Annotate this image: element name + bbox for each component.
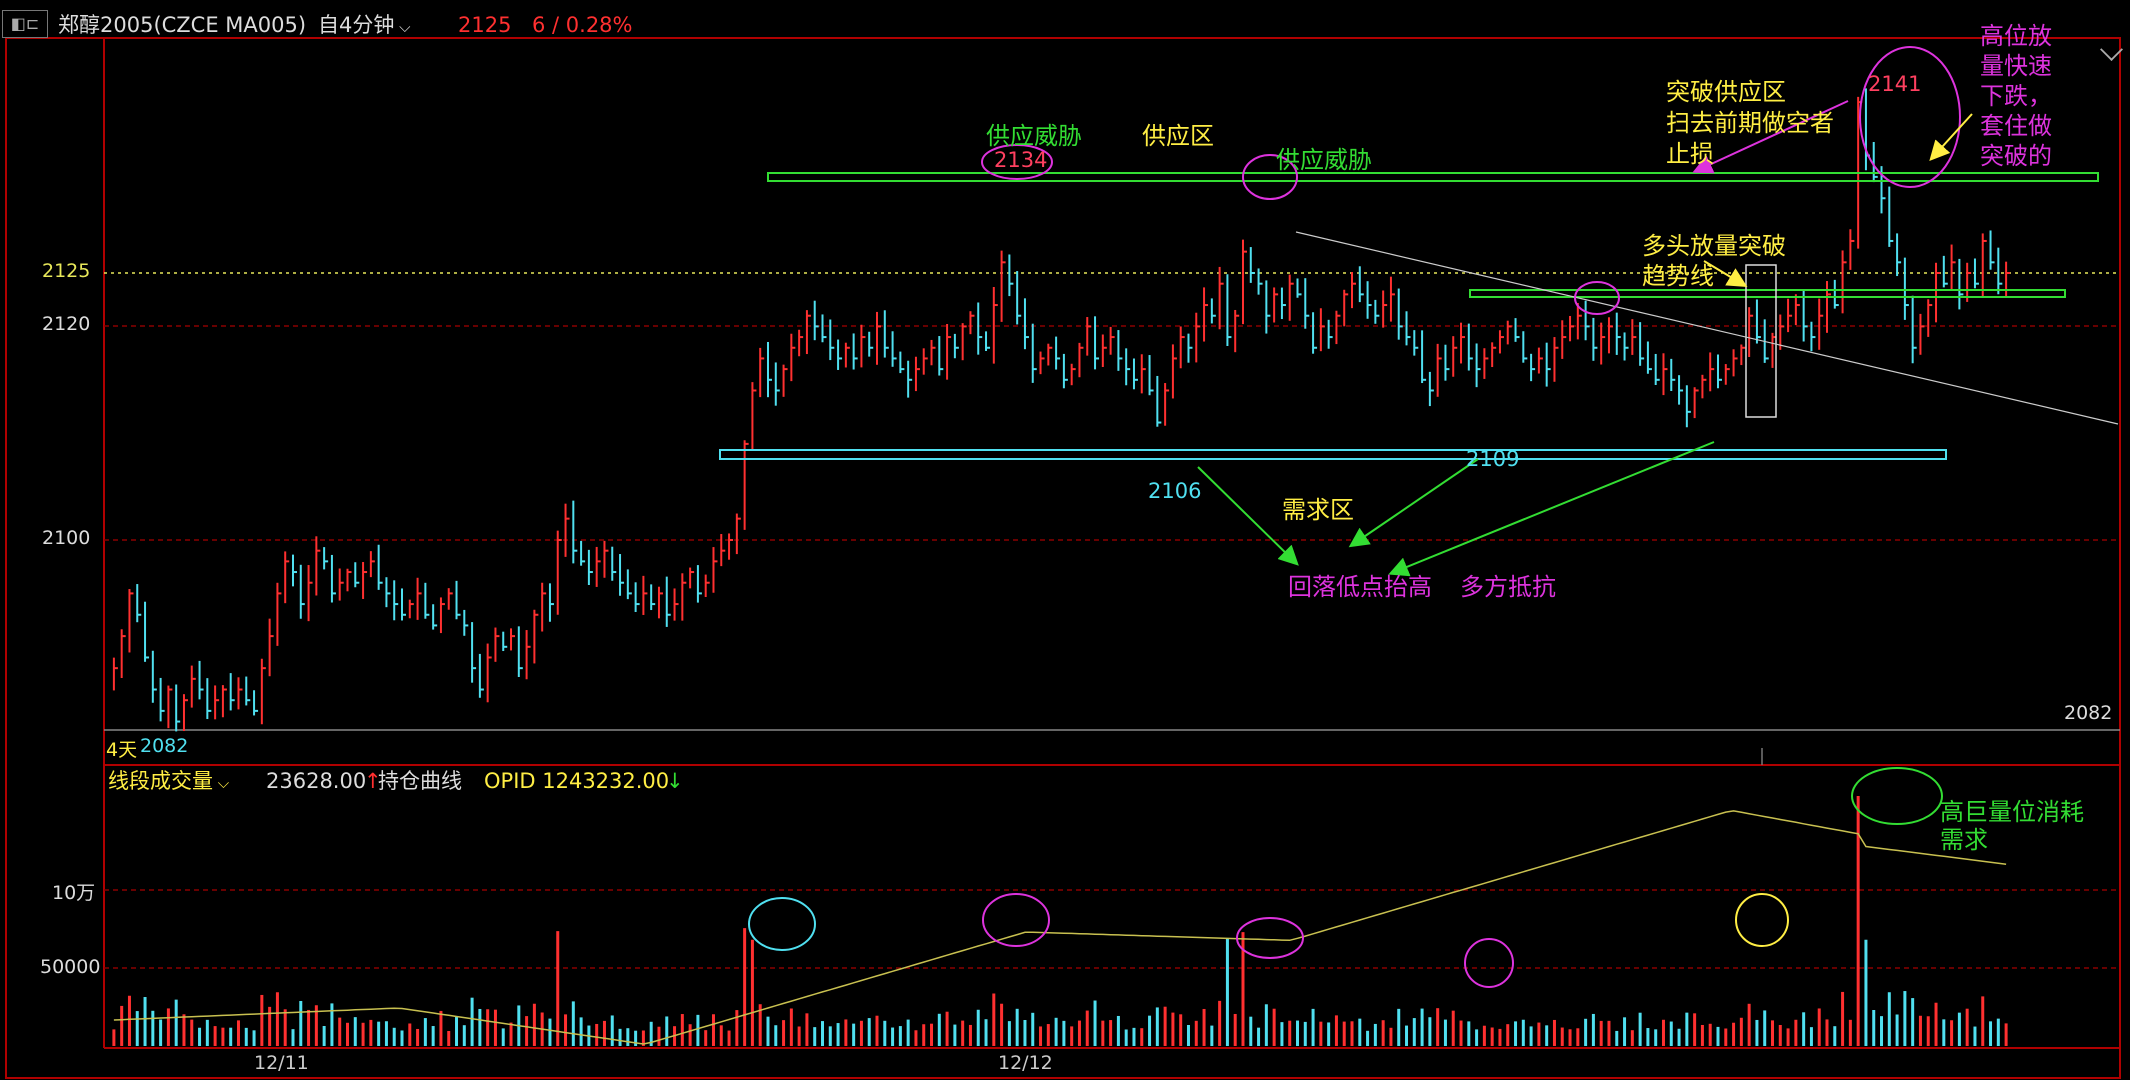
arrow-high-drop xyxy=(1929,113,1973,161)
days-label: 4天 xyxy=(106,739,138,761)
annot-demand-zone: 需求区 xyxy=(1282,496,1354,524)
open-interest-line xyxy=(113,810,2007,1045)
volume-up-arrow-icon: ↑ xyxy=(364,769,382,793)
high-2141-label: 2141 xyxy=(1868,72,1922,96)
annot-supply-zone: 供应区 xyxy=(1142,122,1214,150)
annot-high-4: 套住做 xyxy=(1980,112,2052,140)
annot-pullback: 回落低点抬高 xyxy=(1288,573,1432,601)
symbol-title: 郑醇2005(CZCE MA005) xyxy=(58,13,307,37)
circle-vol-5 xyxy=(1735,893,1789,947)
arrow-to-demand xyxy=(1348,458,1479,548)
circle-2141 xyxy=(1859,46,1961,188)
annot-high-2: 量快速 xyxy=(1980,52,2052,80)
annot-supply-threat-2: 供应威胁 xyxy=(1276,146,1372,174)
min-price-left: 2082 xyxy=(140,735,189,757)
arrow-trendline-break xyxy=(1703,260,1748,288)
volume-value: 23628.00 xyxy=(266,769,367,793)
annot-high-1: 高位放 xyxy=(1980,22,2052,50)
high-2134-label: 2134 xyxy=(994,148,1048,172)
annot-breakout-supply-1: 突破供应区 xyxy=(1666,78,1786,106)
breakout-candle-box xyxy=(1745,264,1777,418)
price-change: 6 / 0.28% xyxy=(532,13,633,37)
annot-bull-break-2: 趋势线 xyxy=(1642,262,1714,290)
supply-zone-box xyxy=(767,172,2099,182)
y-tick-2125: 2125 xyxy=(42,260,91,282)
open-interest-label: 持仓曲线 xyxy=(378,769,462,793)
x-tick-1212: 12/12 xyxy=(998,1052,1053,1074)
vol-tick-10w: 10万 xyxy=(52,882,96,904)
circle-supply-threat xyxy=(1242,154,1298,200)
annot-supply-threat-1: 供应威胁 xyxy=(986,122,1082,150)
circle-vol-3 xyxy=(1236,917,1304,959)
circle-mid xyxy=(1574,281,1620,315)
low-2109-label: 2109 xyxy=(1466,447,1520,471)
annot-huge-vol-2: 需求 xyxy=(1940,826,1988,854)
annot-breakout-supply-3: 止损 xyxy=(1666,140,1714,168)
low-2106-label: 2106 xyxy=(1148,479,1202,503)
chevron-down-icon: ⌵ xyxy=(394,18,411,36)
circle-vol-4 xyxy=(1464,938,1514,988)
period-selector[interactable]: 自4分钟 ⌵ xyxy=(318,8,411,42)
vol-tick-50000: 50000 xyxy=(40,956,101,978)
breakout-zone-box xyxy=(1469,289,2066,298)
candlestick-series xyxy=(112,88,2011,732)
chevron-down-icon: ⌵ xyxy=(213,774,230,792)
annot-breakout-supply-2: 扫去前期做空者 xyxy=(1666,109,1834,137)
circle-vol-1 xyxy=(748,897,816,951)
volume-indicator-label: 线段成交量 xyxy=(108,769,213,793)
annot-high-3: 下跌， xyxy=(1980,82,2052,110)
annot-bull-break-1: 多头放量突破 xyxy=(1642,232,1786,260)
opid-value: OPID 1243232.00 xyxy=(484,769,670,793)
circle-vol-2 xyxy=(982,893,1050,947)
annot-high-5: 突破的 xyxy=(1980,142,2052,170)
volume-series xyxy=(112,796,2008,1046)
last-price: 2125 xyxy=(458,13,512,37)
demand-zone-box xyxy=(719,449,1947,460)
arrow-to-pullback-2 xyxy=(1388,441,1715,577)
x-tick-1211: 12/11 xyxy=(254,1052,309,1074)
annot-huge-vol-1: 高巨量位消耗 xyxy=(1940,798,2084,826)
min-price-right: 2082 xyxy=(2064,702,2113,724)
annot-bulls-resist: 多方抵抗 xyxy=(1460,573,1556,601)
arrow-to-pullback-1 xyxy=(1197,466,1299,566)
y-tick-2100: 2100 xyxy=(42,527,91,549)
app-logo-icon[interactable]: ◧⊏ xyxy=(2,10,48,38)
period-label: 自4分钟 xyxy=(318,13,395,37)
opid-down-arrow-icon: ↓ xyxy=(666,769,684,793)
arrow-breakout-supply xyxy=(1692,100,1849,174)
y-tick-2120: 2120 xyxy=(42,313,91,335)
circle-vol-6 xyxy=(1851,767,1943,825)
circle-2134 xyxy=(981,144,1053,180)
volume-indicator-selector[interactable]: 线段成交量 ⌵ xyxy=(108,766,229,798)
down-trendline xyxy=(1295,231,2119,425)
